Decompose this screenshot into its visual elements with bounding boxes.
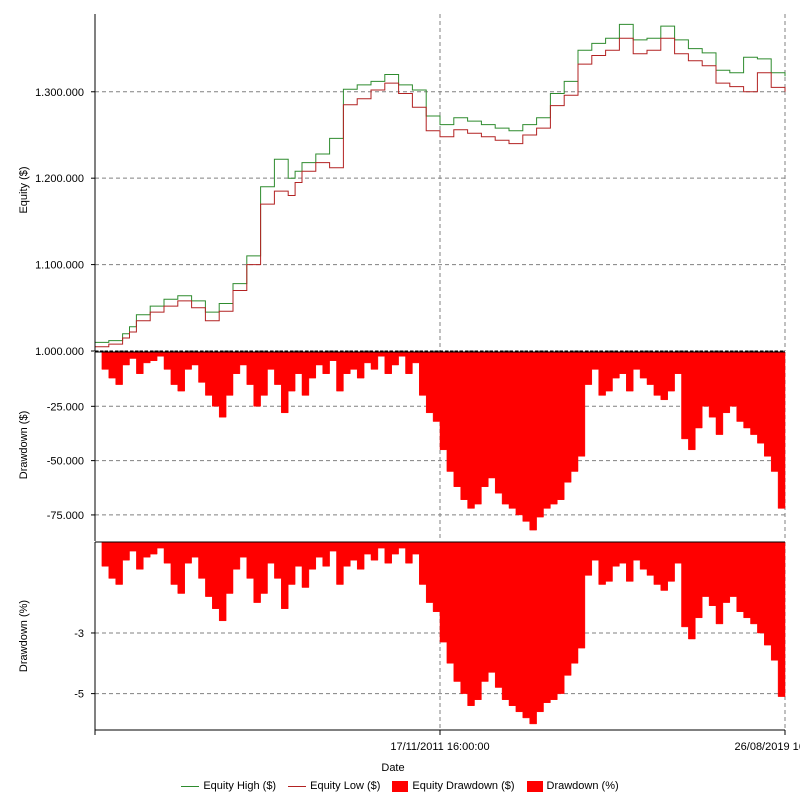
drawdown-percent-y-ticks: -3 -5 [74,628,95,701]
x-tick-label-2: 26/08/2019 16:00:00 [735,741,800,753]
legend-label-equity-low: Equity Low ($) [310,780,381,792]
drawdown-percent-area [95,541,786,725]
legend-item-equity-drawdown: Equity Drawdown ($) [392,780,515,792]
equity-ytick-label-0: 1.000.000 [35,346,84,358]
equity-series [95,23,786,348]
equity-drawdown-swatch [392,780,409,792]
drawdown-dollar-ytick-label-2: -75.000 [47,510,84,522]
legend-item-equity-high: Equity High ($) [181,780,276,792]
equity-panel: 1.000.000 1.100.000 1.200.000 1.300.000 Equ… [18,14,786,358]
equity-ytick-label-3: 1.300.000 [35,87,84,99]
drawdown-percent-panel: -3 -5 17/11/2011 16:00:00 26/08/2019 16:00… [18,541,800,774]
equity-ytick-label-1: 1.100.000 [35,260,84,272]
equity-low-line [95,37,786,348]
drawdown-dollar-y-ticks: -25.000 -50.000 -75.000 [47,401,95,522]
equity-y-ticks: 1.000.000 1.100.000 1.200.000 1.300.000 [35,87,95,358]
drawdown-dollar-ytick-label-0: -25.000 [47,401,84,413]
x-axis-title: Date [381,762,404,774]
chart-legend: Equity High ($) Equity Low ($) Equity Dr… [0,776,800,796]
drawdown-percent-series [95,541,786,725]
legend-label-drawdown-percent: Drawdown (%) [546,780,619,792]
equity-y-axis-title: Equity ($) [18,166,30,213]
drawdown-dollar-y-axis-title: Drawdown ($) [18,411,30,479]
legend-label-equity-high: Equity High ($) [203,780,277,792]
drawdown-percent-y-axis-title: Drawdown (%) [18,600,30,672]
equity-high-swatch [181,785,200,787]
x-tick-label-1: 17/11/2011 16:00:00 [390,741,489,753]
drawdown-dollar-area [95,351,786,531]
legend-item-drawdown-percent: Drawdown (%) [526,780,619,792]
drawdown-percent-swatch [526,780,543,792]
x-axis-ticks: 17/11/2011 16:00:00 26/08/2019 16:00:00 [94,730,800,753]
drawdown-percent-ytick-label-0: -3 [74,628,84,640]
legend-item-equity-low: Equity Low ($) [288,780,380,792]
drawdown-percent-ytick-label-1: -5 [74,689,84,701]
equity-ytick-label-2: 1.200.000 [35,173,84,185]
legend-label-equity-drawdown: Equity Drawdown ($) [412,780,515,792]
drawdown-dollar-panel: -25.000 -50.000 -75.000 Drawdown ($) [18,351,786,541]
drawdown-dollar-ytick-label-1: -50.000 [47,456,84,468]
drawdown-dollar-series [95,351,786,531]
equity-low-swatch [288,785,307,787]
